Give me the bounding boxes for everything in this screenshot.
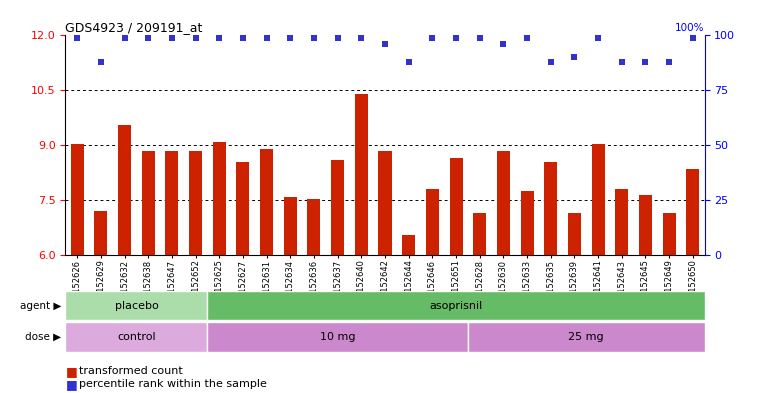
Bar bbox=[544, 162, 557, 255]
Text: percentile rank within the sample: percentile rank within the sample bbox=[79, 379, 267, 389]
Bar bbox=[65, 291, 207, 320]
Point bbox=[213, 35, 226, 41]
Bar bbox=[284, 197, 296, 255]
Bar bbox=[497, 151, 510, 255]
Bar bbox=[142, 151, 155, 255]
Bar bbox=[207, 291, 705, 320]
Bar bbox=[207, 322, 468, 352]
Text: GDS4923 / 209191_at: GDS4923 / 209191_at bbox=[65, 21, 203, 34]
Bar bbox=[591, 143, 604, 255]
Point bbox=[663, 59, 675, 65]
Bar bbox=[639, 195, 652, 255]
Point bbox=[521, 35, 533, 41]
Text: ■: ■ bbox=[65, 365, 77, 378]
Point bbox=[379, 41, 391, 47]
Point bbox=[592, 35, 604, 41]
Point bbox=[568, 54, 581, 61]
Bar bbox=[65, 322, 207, 352]
Point bbox=[95, 59, 107, 65]
Bar bbox=[95, 211, 108, 255]
Text: agent ▶: agent ▶ bbox=[20, 301, 62, 310]
Bar bbox=[521, 191, 534, 255]
Point bbox=[71, 35, 83, 41]
Bar bbox=[307, 198, 320, 255]
Point bbox=[260, 35, 273, 41]
Bar bbox=[426, 189, 439, 255]
Bar bbox=[118, 125, 131, 255]
Point bbox=[189, 35, 202, 41]
Text: 25 mg: 25 mg bbox=[568, 332, 604, 342]
Text: ■: ■ bbox=[65, 378, 77, 391]
Bar bbox=[662, 213, 675, 255]
Point bbox=[544, 59, 557, 65]
Bar bbox=[331, 160, 344, 255]
Point bbox=[332, 35, 344, 41]
Point bbox=[284, 35, 296, 41]
Point bbox=[426, 35, 438, 41]
Point bbox=[687, 35, 699, 41]
Text: transformed count: transformed count bbox=[79, 366, 183, 376]
Bar bbox=[355, 94, 368, 255]
Bar bbox=[379, 151, 391, 255]
Bar bbox=[213, 142, 226, 255]
Text: 100%: 100% bbox=[675, 23, 705, 33]
Bar bbox=[71, 143, 84, 255]
Bar bbox=[236, 162, 249, 255]
Point bbox=[474, 35, 486, 41]
Text: placebo: placebo bbox=[115, 301, 159, 310]
Point bbox=[308, 35, 320, 41]
Point bbox=[355, 35, 367, 41]
Point bbox=[450, 35, 462, 41]
Bar bbox=[468, 322, 705, 352]
Bar bbox=[474, 213, 486, 255]
Point bbox=[119, 35, 131, 41]
Bar bbox=[402, 235, 415, 255]
Text: dose ▶: dose ▶ bbox=[25, 332, 62, 342]
Point bbox=[403, 59, 415, 65]
Bar bbox=[450, 158, 463, 255]
Point bbox=[166, 35, 178, 41]
Text: asoprisnil: asoprisnil bbox=[430, 301, 483, 310]
Point bbox=[639, 59, 651, 65]
Point bbox=[237, 35, 249, 41]
Point bbox=[497, 41, 510, 47]
Point bbox=[615, 59, 628, 65]
Bar bbox=[567, 213, 581, 255]
Bar bbox=[189, 151, 203, 255]
Point bbox=[142, 35, 155, 41]
Text: 10 mg: 10 mg bbox=[320, 332, 356, 342]
Text: control: control bbox=[117, 332, 156, 342]
Bar bbox=[166, 151, 179, 255]
Bar bbox=[686, 169, 699, 255]
Bar bbox=[615, 189, 628, 255]
Bar bbox=[260, 149, 273, 255]
